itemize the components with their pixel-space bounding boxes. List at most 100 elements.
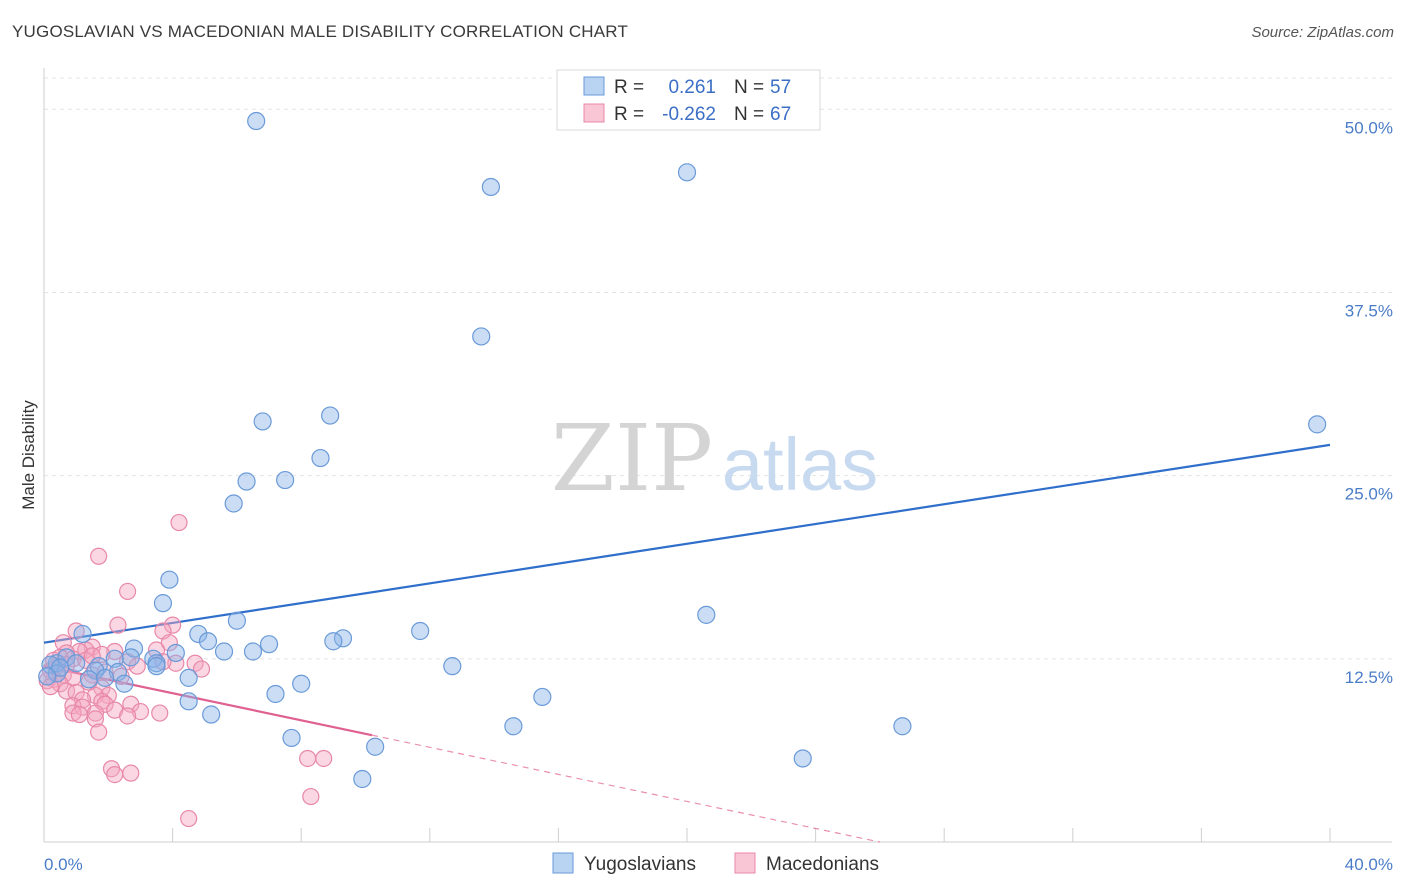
macedonian-point-21 xyxy=(186,654,204,672)
y-axis-label: Male Disability xyxy=(19,400,38,510)
x-tick-label-0: 0.0% xyxy=(44,855,83,874)
y-tick-label-3: 50.0% xyxy=(1345,118,1393,137)
yugoslavian-point-38 xyxy=(179,668,198,687)
yugoslavian-point-24 xyxy=(166,643,185,663)
yugoslavian-point-20 xyxy=(324,632,343,651)
trend-line-dashed-1 xyxy=(371,734,881,843)
yugoslavian-point-19 xyxy=(411,621,430,641)
yugoslavian-point-2 xyxy=(677,163,697,182)
macedonian-point-57 xyxy=(299,749,317,768)
yugoslavian-point-54 xyxy=(366,737,385,756)
legend-swatch-yugoslavians xyxy=(583,76,605,96)
yugoslavian-point-11 xyxy=(160,570,179,589)
bottom-legend-swatch-macedonians xyxy=(734,852,756,874)
macedonian-point-20 xyxy=(167,654,185,672)
macedonian-point-54 xyxy=(118,707,137,725)
macedonian-point-2 xyxy=(118,582,137,601)
macedonian-point-60 xyxy=(122,764,140,782)
yugoslavian-point-10 xyxy=(224,494,243,513)
macedonian-point-7 xyxy=(54,634,72,652)
yugoslavian-point-49 xyxy=(179,692,198,711)
yugoslavian-point-5 xyxy=(253,412,272,431)
yugoslavian-point-55 xyxy=(793,749,812,768)
yugoslavian-point-17 xyxy=(198,632,218,651)
legend: R = 0.261 N = 57 R = -0.262 N = 67 xyxy=(556,69,821,131)
macedonian-point-26 xyxy=(192,660,211,678)
yugoslavian-point-3 xyxy=(472,327,491,346)
legend-r-value-1: -0.262 xyxy=(662,104,716,125)
macedonian-point-63 xyxy=(180,809,198,828)
yugoslavian-point-22 xyxy=(214,642,234,661)
yugoslavian-point-12 xyxy=(153,594,173,613)
yugoslavian-point-48 xyxy=(533,687,552,707)
yugoslavian-point-40 xyxy=(95,668,115,687)
yugoslavian-point-14 xyxy=(697,605,716,624)
yugoslavian-point-50 xyxy=(202,705,221,724)
yugoslavian-point-39 xyxy=(79,670,99,689)
watermark: ZIP atlas xyxy=(551,405,878,512)
macedonian-point-11 xyxy=(106,642,124,661)
legend-n-value-1: 67 xyxy=(770,104,791,125)
yugoslavian-point-16 xyxy=(189,624,208,644)
yugoslavian-point-43 xyxy=(38,667,57,686)
macedonian-point-55 xyxy=(86,710,105,728)
yugoslavian-point-44 xyxy=(443,657,462,676)
yugoslavian-point-8 xyxy=(237,472,256,491)
yugoslavian-point-6 xyxy=(321,406,340,425)
yugoslavian-point-25 xyxy=(121,648,140,667)
macedonian-point-61 xyxy=(106,765,124,784)
yugoslavian-point-4 xyxy=(1308,415,1327,434)
y-tick-label-0: 12.5% xyxy=(1345,668,1393,687)
yugoslavian-point-21 xyxy=(259,635,279,654)
axes xyxy=(43,68,1392,843)
macedonian-point-3 xyxy=(109,616,127,634)
macedonian-point-49 xyxy=(131,702,150,721)
bottom-legend: Yugoslavians Macedonians xyxy=(552,852,879,875)
watermark-zip: ZIP xyxy=(551,405,713,512)
yugoslavian-point-9 xyxy=(276,470,295,490)
macedonian-point-4 xyxy=(164,616,182,634)
macedonian-point-56 xyxy=(90,723,108,741)
legend-n-value-0: 57 xyxy=(770,77,791,98)
legend-n-label-0: N = xyxy=(734,77,764,98)
bottom-legend-swatch-yugoslavians xyxy=(552,852,574,874)
yugoslavian-point-7 xyxy=(311,448,330,468)
chart-title: YUGOSLAVIAN VS MACEDONIAN MALE DISABILIT… xyxy=(12,22,629,41)
y-tick-label-1: 25.0% xyxy=(1345,485,1393,504)
yugoslavian-point-51 xyxy=(504,717,523,736)
y-tick-labels: 12.5% 25.0% 37.5% 50.0% xyxy=(1345,118,1393,687)
legend-r-label-0: R = xyxy=(614,77,644,98)
macedonian-point-58 xyxy=(315,749,333,768)
legend-r-label-1: R = xyxy=(614,104,644,125)
macedonian-point-51 xyxy=(151,704,169,722)
yugoslavian-point-15 xyxy=(73,624,92,644)
macedonian-point-0 xyxy=(170,513,188,532)
legend-swatch-macedonians xyxy=(583,103,605,123)
x-tick-labels: 0.0% 40.0% xyxy=(44,855,1393,874)
yugoslavian-point-28 xyxy=(243,642,263,661)
yugoslavian-point-45 xyxy=(115,674,134,693)
grid-lines xyxy=(44,77,1392,660)
macedonian-point-53 xyxy=(70,705,88,724)
macedonian-point-40 xyxy=(99,686,117,705)
macedonian-point-1 xyxy=(90,547,108,565)
watermark-atlas: atlas xyxy=(722,423,878,506)
yugoslavian-point-32 xyxy=(67,654,86,673)
yugoslavian-point-52 xyxy=(893,717,912,736)
macedonian-point-8 xyxy=(160,634,178,652)
legend-r-value-0: 0.261 xyxy=(668,77,716,98)
macedonian-point-42 xyxy=(73,691,92,709)
yugoslavian-point-13 xyxy=(227,611,246,630)
legend-n-label-1: N = xyxy=(734,104,764,125)
yugoslavian-point-42 xyxy=(50,658,70,677)
yugoslavian-point-53 xyxy=(282,728,301,748)
yugoslavian-point-47 xyxy=(292,674,311,693)
macedonian-point-52 xyxy=(64,704,82,722)
trend-line-0 xyxy=(43,443,1331,644)
y-tick-label-2: 37.5% xyxy=(1345,301,1393,320)
yugoslavian-point-1 xyxy=(481,177,500,197)
data-points xyxy=(38,111,1327,828)
macedonian-point-62 xyxy=(302,787,320,806)
yugoslavian-point-56 xyxy=(353,769,372,789)
